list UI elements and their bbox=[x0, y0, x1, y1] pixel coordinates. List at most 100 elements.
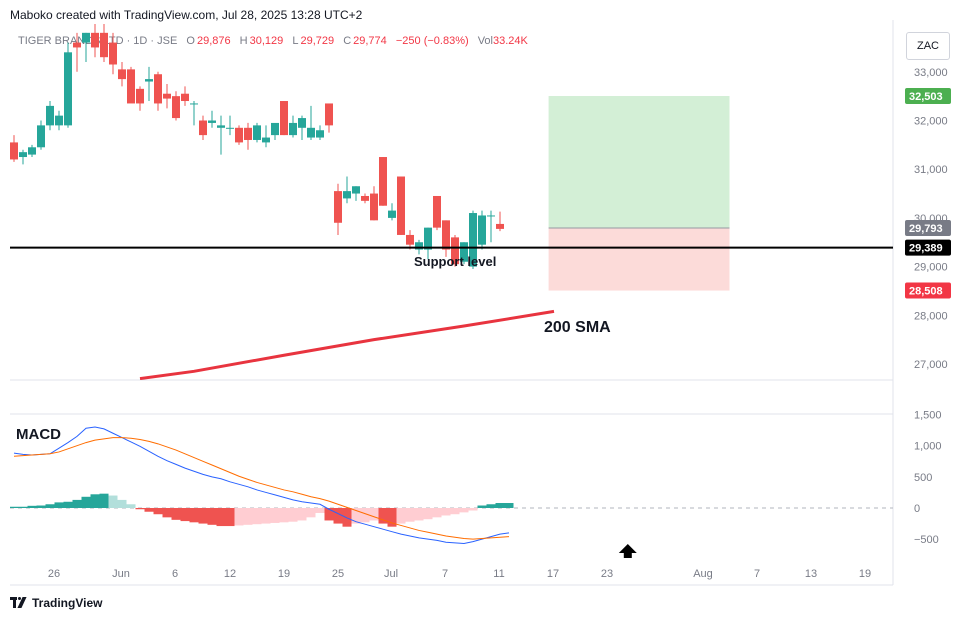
time-axis-tick: 23 bbox=[601, 568, 613, 580]
macd-histogram-bar bbox=[396, 508, 406, 524]
candle bbox=[190, 101, 198, 126]
macd-axis-tick: 0 bbox=[914, 503, 920, 515]
candle bbox=[217, 115, 225, 155]
time-axis-tick: 19 bbox=[278, 568, 290, 580]
candle-body bbox=[127, 69, 135, 104]
candle-body bbox=[73, 42, 81, 48]
macd-histogram-bar bbox=[261, 508, 271, 524]
price-axis-tick: 32,000 bbox=[914, 116, 948, 128]
support-price-badge: 29,389 bbox=[909, 243, 943, 255]
candle-body bbox=[37, 125, 45, 148]
target-price-badge-bg bbox=[905, 88, 951, 105]
candle bbox=[64, 42, 72, 128]
candle-body bbox=[253, 125, 261, 140]
time-axis-tick: 12 bbox=[224, 568, 236, 580]
macd-histogram-bar bbox=[225, 508, 235, 527]
macd-histogram-bar bbox=[405, 508, 415, 522]
macd-histogram-bar bbox=[315, 508, 325, 513]
candle bbox=[406, 230, 414, 250]
candle bbox=[118, 62, 126, 87]
candle-body bbox=[217, 125, 225, 128]
macd-histogram-bar bbox=[198, 508, 208, 524]
macd-histogram-bar bbox=[459, 508, 469, 513]
candle bbox=[307, 105, 315, 140]
candle bbox=[424, 227, 432, 260]
macd-histogram-bar bbox=[90, 494, 100, 508]
price-axis-tick: 27,000 bbox=[914, 359, 948, 371]
candle bbox=[163, 83, 171, 109]
macd-histogram-bar bbox=[270, 508, 280, 523]
time-axis-tick: 13 bbox=[805, 568, 817, 580]
candle-body bbox=[352, 186, 360, 194]
candle-body bbox=[496, 223, 504, 229]
macd-histogram-bar bbox=[189, 508, 199, 523]
price-axis-tick: 29,000 bbox=[914, 262, 948, 274]
candle-body bbox=[244, 127, 252, 140]
candle-body bbox=[46, 105, 54, 126]
volume-value: 33.24K bbox=[493, 35, 528, 47]
candle bbox=[325, 103, 333, 133]
candle-body bbox=[289, 122, 297, 136]
entry-price-badge-bg bbox=[905, 219, 951, 236]
stop-price-badge: 28,508 bbox=[909, 286, 943, 298]
candle bbox=[82, 32, 90, 63]
candle bbox=[91, 24, 99, 58]
macd-title: MACD bbox=[16, 426, 61, 443]
macd-histogram-bar bbox=[108, 495, 118, 508]
candle bbox=[469, 210, 477, 270]
open-value: 29,876 bbox=[196, 35, 231, 47]
macd-histogram-bar bbox=[243, 508, 253, 525]
macd-histogram-bar bbox=[441, 508, 451, 516]
macd-histogram-bar bbox=[81, 496, 91, 508]
candle-body bbox=[28, 147, 36, 155]
candle-body bbox=[334, 191, 342, 223]
candle bbox=[496, 211, 504, 232]
candle bbox=[433, 195, 441, 231]
macd-histogram-bar bbox=[18, 506, 28, 508]
macd-histogram-bar bbox=[324, 508, 334, 521]
candle bbox=[19, 149, 27, 165]
candle-body bbox=[163, 93, 171, 99]
currency-button[interactable]: ZAC bbox=[906, 32, 950, 60]
candle bbox=[253, 122, 261, 143]
candle bbox=[451, 234, 459, 267]
macd-histogram-bar bbox=[414, 508, 424, 521]
candle-body bbox=[82, 32, 90, 43]
close-label: C bbox=[343, 35, 352, 47]
high-value: 30,129 bbox=[249, 35, 284, 47]
candle bbox=[334, 183, 342, 235]
candle bbox=[46, 101, 54, 131]
candle-body bbox=[325, 103, 333, 126]
candle-body bbox=[19, 152, 27, 158]
candle bbox=[235, 125, 243, 145]
candle-body bbox=[316, 130, 324, 138]
candle bbox=[55, 110, 63, 131]
high-label: H bbox=[239, 35, 248, 47]
macd-histogram-bar bbox=[207, 508, 217, 525]
tradingview-logo: TradingView bbox=[10, 596, 102, 610]
candle-body bbox=[91, 32, 99, 48]
candle-body bbox=[64, 52, 72, 126]
candle-body bbox=[451, 237, 459, 265]
candle-body bbox=[199, 120, 207, 136]
macd-histogram-bar bbox=[117, 499, 127, 508]
candle bbox=[28, 144, 36, 158]
target-zone bbox=[548, 96, 730, 228]
candle bbox=[379, 157, 387, 206]
target-price-badge: 32,503 bbox=[909, 91, 943, 103]
candle bbox=[361, 193, 369, 204]
candle bbox=[316, 125, 324, 140]
macd-axis-tick: 500 bbox=[914, 472, 932, 484]
macd-histogram-bar bbox=[99, 493, 109, 508]
macd-histogram-bar bbox=[72, 499, 82, 508]
candle-body bbox=[406, 234, 414, 245]
candle-body bbox=[370, 193, 378, 221]
time-axis-tick: 7 bbox=[442, 568, 448, 580]
macd-histogram-bar bbox=[171, 508, 181, 520]
support-price-badge-bg bbox=[905, 239, 951, 256]
candle bbox=[271, 122, 279, 140]
macd-histogram-bar bbox=[279, 508, 289, 523]
macd-histogram-bar bbox=[10, 506, 19, 508]
close-value: 29,774 bbox=[353, 35, 387, 47]
